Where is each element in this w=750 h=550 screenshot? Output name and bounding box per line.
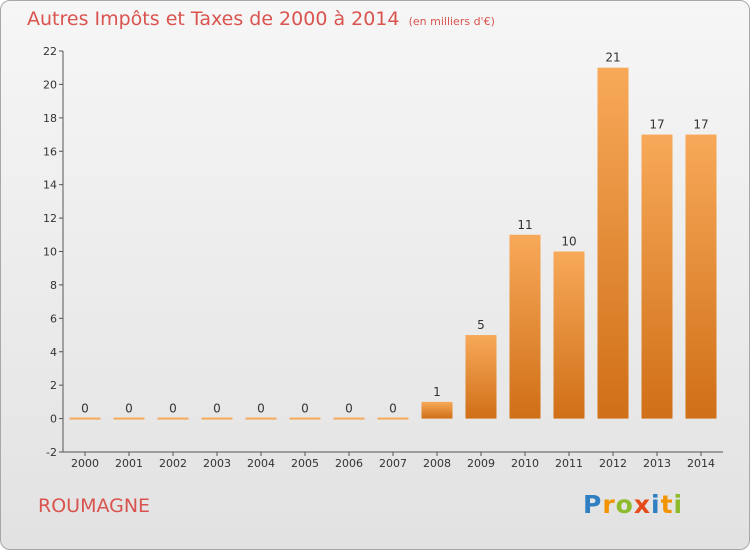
- data-label: 0: [125, 402, 133, 416]
- logo-letter: i: [673, 490, 684, 519]
- commune-name: ROUMAGNE: [38, 495, 151, 517]
- x-tick-label: 2000: [71, 457, 99, 470]
- bars: [69, 67, 717, 420]
- logo-letter: t: [660, 490, 674, 519]
- bar: [245, 417, 277, 420]
- x-tick-label: 2013: [643, 457, 671, 470]
- logo-letter: i: [651, 490, 661, 519]
- bar: [289, 417, 321, 420]
- y-tick-label: 20: [43, 78, 57, 91]
- x-tick-label: 2003: [203, 457, 231, 470]
- x-tick-label: 2010: [511, 457, 539, 470]
- x-tick-label: 2004: [247, 457, 275, 470]
- x-tick-label: 2008: [423, 457, 451, 470]
- bar: [597, 67, 629, 419]
- x-tick-label: 2006: [335, 457, 363, 470]
- bar: [553, 251, 585, 419]
- x-tick-label: 2007: [379, 457, 407, 470]
- x-tick-label: 2002: [159, 457, 187, 470]
- x-tick-label: 2012: [599, 457, 627, 470]
- bar: [201, 417, 233, 420]
- bar: [377, 417, 409, 420]
- y-tick-label: 6: [50, 312, 57, 325]
- bar: [509, 234, 541, 419]
- data-labels: 0 0 0 0 0 0 0 0 1 5 11 10 21 17 17: [81, 51, 708, 416]
- y-tick-label: 0: [50, 413, 57, 426]
- y-tick-label: 16: [43, 145, 57, 158]
- data-label: 10: [561, 235, 576, 249]
- data-label: 0: [345, 402, 353, 416]
- bar: [333, 417, 365, 420]
- y-tick-label: 8: [50, 279, 57, 292]
- bar: [641, 134, 673, 419]
- x-tick-label: 2011: [555, 457, 583, 470]
- y-tick-label: -2: [46, 446, 57, 459]
- y-tick-label: 18: [43, 112, 57, 125]
- y-tick-label: 22: [43, 45, 57, 58]
- logo-letter: x: [633, 490, 651, 519]
- chart-title: Autres Impôts et Taxes de 2000 à 2014 (e…: [27, 8, 495, 30]
- data-label: 17: [693, 118, 708, 132]
- bar: [113, 417, 145, 420]
- title-text: Autres Impôts et Taxes de 2000 à 2014: [27, 8, 400, 30]
- data-label: 11: [517, 218, 532, 232]
- y-tick-label: 2: [50, 379, 57, 392]
- x-tick-label: 2005: [291, 457, 319, 470]
- y-tick-label: 12: [43, 212, 57, 225]
- proxiti-logo[interactable]: Proxiti: [583, 490, 683, 519]
- data-label: 0: [257, 402, 265, 416]
- data-label: 1: [433, 385, 441, 399]
- data-label: 5: [477, 318, 485, 332]
- bar: [69, 417, 101, 420]
- y-axis-ticks: -2 0 2 4 6 8 10 12 14 16 18 20 22: [43, 45, 63, 459]
- x-tick-label: 2014: [687, 457, 715, 470]
- data-label: 0: [81, 402, 89, 416]
- data-label: 17: [649, 118, 664, 132]
- data-label: 21: [605, 51, 620, 65]
- logo-letter: o: [615, 490, 634, 519]
- bar: [685, 134, 717, 419]
- data-label: 0: [213, 402, 221, 416]
- y-tick-label: 14: [43, 179, 57, 192]
- y-tick-label: 10: [43, 246, 57, 259]
- x-axis-ticks: 2000 2001 2002 2003 2004 2005 2006 2007 2008 2009…: [71, 452, 715, 470]
- x-tick-label: 2001: [115, 457, 143, 470]
- bar: [157, 417, 189, 420]
- bar: [465, 335, 497, 419]
- x-tick-label: 2009: [467, 457, 495, 470]
- y-tick-label: 4: [50, 346, 57, 359]
- data-label: 0: [389, 402, 397, 416]
- data-label: 0: [301, 402, 309, 416]
- title-unit: (en milliers d'€): [408, 15, 495, 28]
- bar: [421, 401, 453, 419]
- logo-letter: P: [583, 490, 603, 519]
- logo-letter: r: [602, 490, 616, 519]
- data-label: 0: [169, 402, 177, 416]
